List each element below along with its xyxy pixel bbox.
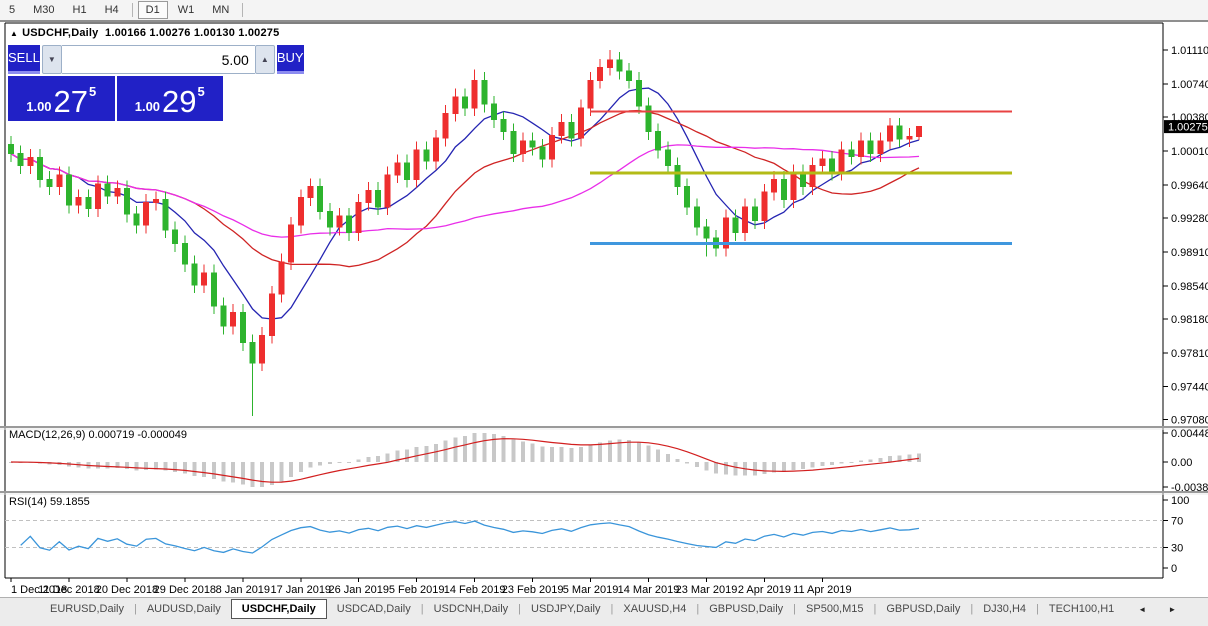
- tab-separator: |: [970, 603, 974, 615]
- chart-symbol-label: USDCHF,Daily: [22, 27, 99, 39]
- timeframe-button-MN[interactable]: MN: [212, 4, 230, 16]
- date-axis-label: 14 Mar 2019: [618, 584, 680, 596]
- slow-ma: [10, 144, 920, 238]
- date-axis-label: 5 Mar 2019: [563, 584, 619, 596]
- candlestick-series: [8, 50, 922, 417]
- tab-GBPUSD,Daily[interactable]: GBPUSD,Daily: [886, 603, 961, 615]
- timeframe-button-M30[interactable]: M30: [33, 4, 55, 16]
- tab-separator: |: [518, 603, 522, 615]
- price-axis-tick: 0.99640: [1171, 180, 1208, 192]
- tab-separator: |: [1036, 603, 1039, 615]
- tab-AUDUSD,Daily[interactable]: AUDUSD,Daily: [146, 603, 221, 615]
- chart-tab-bar: EURUSD,Daily | AUDUSD,Daily USDCHF,Daily USD…: [0, 597, 1208, 620]
- macd-axis-tick: -0.003883: [1171, 482, 1208, 494]
- timeframe-toolbar: 5 M30 H1 H4 D1 W1 MN: [0, 0, 1208, 22]
- tab-separator: |: [793, 603, 797, 615]
- date-axis-label: 11 Dec 2018: [38, 584, 100, 596]
- price-axis-tick: 0.97080: [1171, 415, 1208, 427]
- rsi-indicator-label: RSI(14) 59.1855: [9, 496, 90, 508]
- chart-canvas[interactable]: 1.011101.007401.003801.000100.996400.992…: [0, 22, 1208, 597]
- tab-GBPUSD,Daily[interactable]: GBPUSD,Daily: [709, 603, 784, 615]
- price-axis-tick: 1.01110: [1171, 45, 1208, 57]
- price-axis-tick: 1.00010: [1171, 146, 1208, 158]
- date-axis-label: 29 Dec 2018: [154, 584, 216, 596]
- volume-input[interactable]: [61, 45, 255, 74]
- tab-USDCNH,Daily[interactable]: USDCNH,Daily: [433, 603, 509, 615]
- sell-price-main: 27: [53, 84, 89, 119]
- date-axis-label: 11 Apr 2019: [793, 584, 852, 596]
- chart-ohlc-values: 1.00166 1.00276 1.00130 1.00275: [105, 27, 280, 39]
- date-axis-label: 1 Dec 2018: [11, 584, 67, 596]
- collapse-arrow-icon[interactable]: ▲: [10, 29, 19, 38]
- toolbar-separator: [131, 3, 133, 17]
- price-axis-tick: 1.00740: [1171, 79, 1208, 91]
- macd-axis-tick: 0.004487: [1171, 428, 1208, 440]
- rsi-axis-tick: 30: [1171, 543, 1183, 555]
- toolbar-separator: [242, 3, 244, 17]
- price-axis-tick: 0.99280: [1171, 213, 1208, 225]
- rsi-line: [20, 520, 920, 554]
- fast-ma: [10, 87, 920, 320]
- chart-window: 1.01110 1.00740 1.00380 1.00010 0.99640 0.992…: [0, 22, 1208, 597]
- tab-XAUUSD,H4[interactable]: XAUUSD,H4: [623, 603, 687, 615]
- timeframe-button-D1[interactable]: D1: [137, 1, 168, 19]
- rsi-axis-tick: 0: [1171, 563, 1177, 575]
- rsi-axis-tick: 70: [1171, 515, 1183, 527]
- one-click-trading-widget: SELL ▼ ▲ BUY 1.00 27 5 1.00 29 5: [8, 45, 304, 121]
- tab-scroll-arrows[interactable]: ◄ ►: [1138, 604, 1187, 614]
- macd-indicator-label: MACD(12,26,9) 0.000719 -0.000049: [9, 429, 187, 441]
- date-axis-label: 5 Feb 2019: [389, 584, 445, 596]
- tab-DJ30,H4[interactable]: DJ30,H4: [983, 603, 1026, 615]
- macd-histogram: [9, 433, 921, 487]
- last-price-label: 1.00275: [1168, 122, 1208, 134]
- timeframe-button-5[interactable]: 5: [9, 4, 16, 16]
- price-axis-tick: 0.97810: [1171, 348, 1208, 360]
- buy-price-main: 29: [162, 84, 197, 119]
- rsi-axis-tick: 100: [1171, 495, 1189, 507]
- sell-button[interactable]: SELL: [8, 45, 40, 74]
- buy-price-pip: 5: [197, 84, 205, 99]
- buy-button[interactable]: BUY: [276, 45, 304, 74]
- chart-title: ▲ USDCHF,Daily 1.00166 1.00276 1.00130 1.…: [10, 27, 279, 39]
- tab-separator: |: [873, 603, 877, 615]
- tab-USDCAD,Daily[interactable]: USDCAD,Daily: [336, 603, 411, 615]
- tab-separator: |: [610, 603, 614, 615]
- price-axis-tick: 0.98540: [1171, 281, 1208, 293]
- tab-separator: |: [696, 603, 700, 615]
- price-axis-tick: 0.98180: [1171, 314, 1208, 326]
- tab-USDCHF,Daily[interactable]: USDCHF,Daily: [230, 599, 327, 619]
- date-axis-label: 8 Jan 2019: [216, 584, 270, 596]
- timeframe-button-H4[interactable]: H4: [104, 4, 119, 16]
- date-axis-label: 17 Jan 2019: [271, 584, 332, 596]
- date-axis-label: 2 Apr 2019: [738, 584, 791, 596]
- tab-TECH100,H1[interactable]: TECH100,H1: [1048, 603, 1115, 615]
- sell-quote-button[interactable]: 1.00 27 5: [8, 76, 115, 121]
- tab-separator: |: [420, 603, 424, 615]
- last-price-box: [1164, 120, 1208, 134]
- date-axis-label: 23 Feb 2019: [502, 584, 564, 596]
- timeframe-button-W1[interactable]: W1: [177, 4, 195, 16]
- volume-decrease-button[interactable]: ▼: [41, 45, 62, 74]
- buy-price-prefix: 1.00: [134, 99, 161, 114]
- date-axis-label: 20 Dec 2018: [96, 584, 158, 596]
- volume-increase-button[interactable]: ▲: [254, 45, 275, 74]
- tab-SP500,M15[interactable]: SP500,M15: [806, 603, 864, 615]
- date-axis-label: 14 Feb 2019: [444, 584, 506, 596]
- date-axis-label: 23 Mar 2019: [676, 584, 738, 596]
- tab-separator: |: [133, 603, 137, 615]
- price-axis-tick: 0.98910: [1171, 247, 1208, 259]
- sell-price-pip: 5: [89, 84, 97, 99]
- timeframe-button-H1[interactable]: H1: [72, 4, 87, 16]
- date-axis-label: 26 Jan 2019: [328, 584, 389, 596]
- buy-quote-button[interactable]: 1.00 29 5: [116, 76, 223, 121]
- sell-price-prefix: 1.00: [26, 99, 52, 114]
- tab-USDJPY,Daily[interactable]: USDJPY,Daily: [531, 603, 601, 615]
- tab-EURUSD,Daily[interactable]: EURUSD,Daily: [50, 603, 124, 615]
- macd-signal-line: [10, 438, 920, 483]
- macd-axis-tick: 0.00: [1171, 457, 1192, 469]
- price-axis-tick: 0.97440: [1171, 382, 1208, 394]
